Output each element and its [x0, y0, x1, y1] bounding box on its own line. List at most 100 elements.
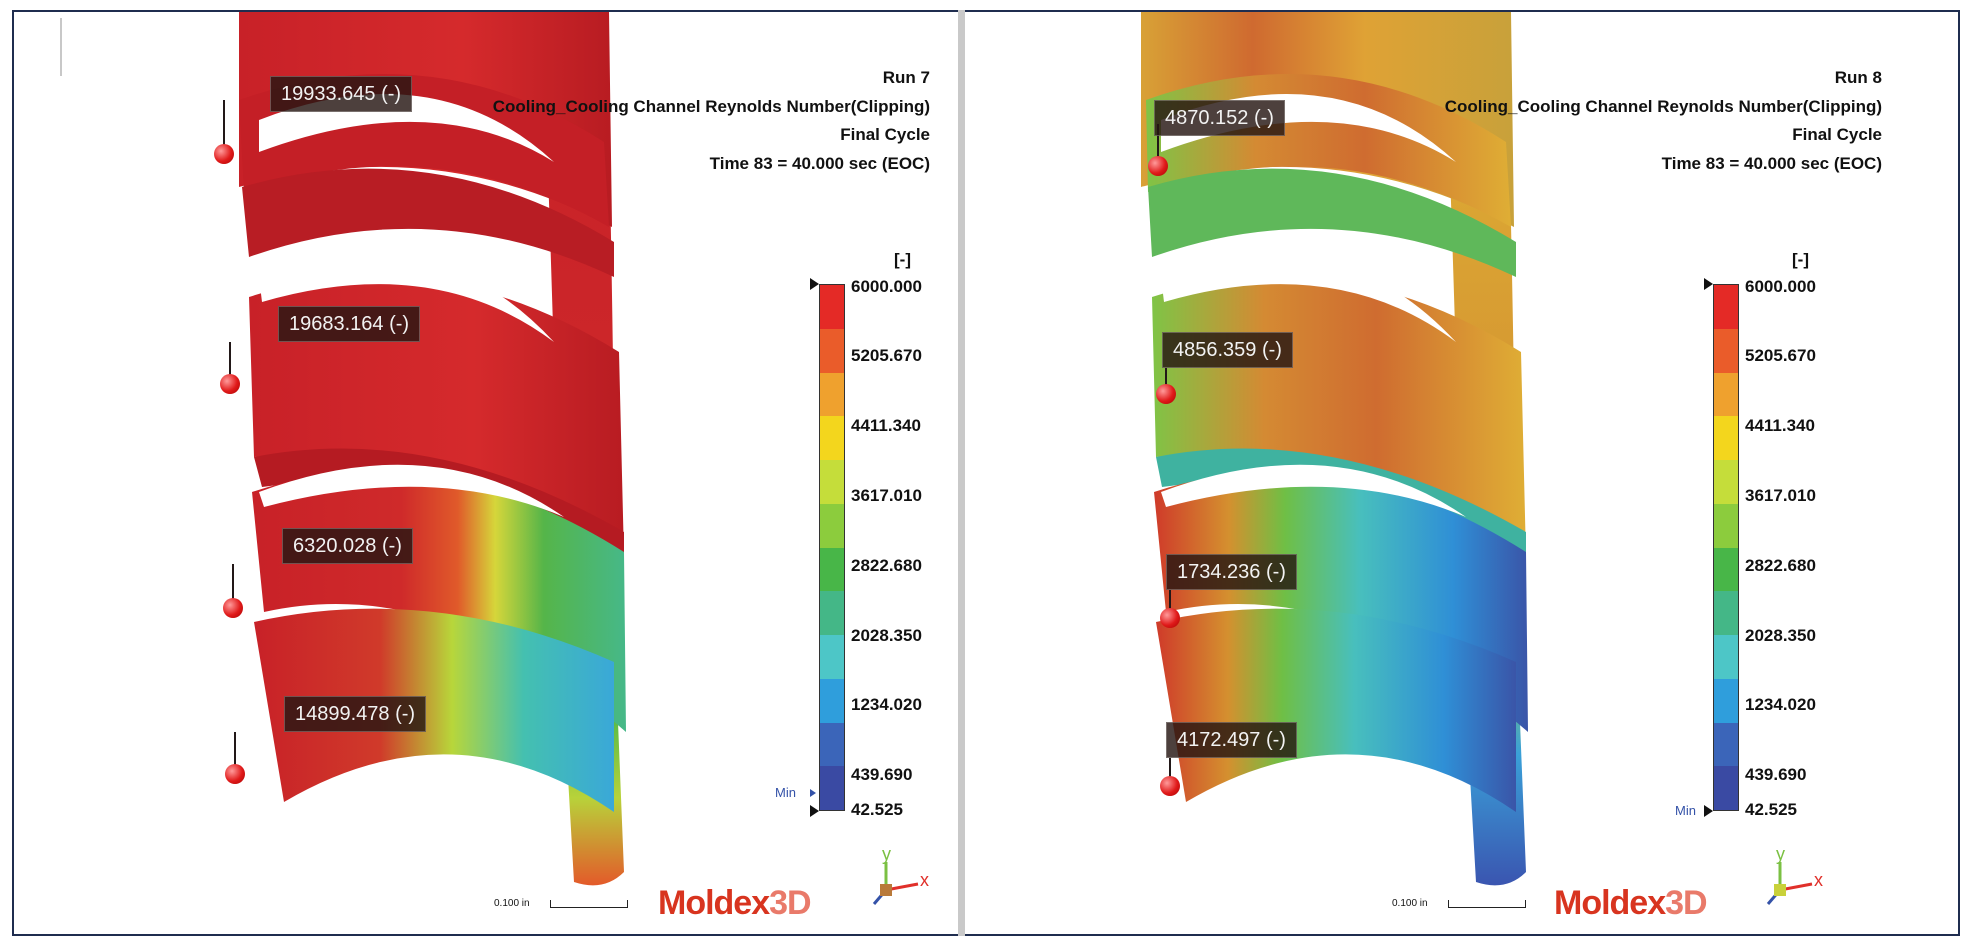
run-title: Run 7 — [882, 68, 930, 87]
probe-leader — [1169, 590, 1171, 618]
probe-leader — [234, 732, 236, 778]
probe-label[interactable]: 4856.359 (-) — [1162, 332, 1293, 368]
legend-min-label: Min — [1675, 803, 1696, 818]
legend-swatch — [1714, 547, 1738, 592]
viewer-frame — [12, 10, 1960, 936]
probe-leader — [232, 564, 234, 612]
legend-tick: 4411.340 — [851, 416, 921, 435]
corner-mark — [60, 18, 62, 76]
probe-point-icon[interactable] — [214, 144, 234, 164]
axis-triad-icon[interactable]: y x — [1760, 848, 1830, 910]
model-render-left[interactable] — [14, 12, 958, 934]
legend-unit: [-] — [894, 250, 911, 269]
probe-label[interactable]: 4870.152 (-) — [1154, 100, 1285, 136]
run-title: Run 8 — [1834, 68, 1882, 87]
min-marker-icon — [810, 805, 819, 817]
legend-tick: 42.525 — [851, 800, 903, 819]
legend-bar — [1713, 284, 1739, 811]
legend-swatch — [1714, 328, 1738, 373]
legend-tick: 2028.350 — [851, 626, 922, 645]
max-marker-icon — [810, 278, 819, 290]
legend-swatch — [1714, 591, 1738, 635]
legend-swatch — [820, 503, 844, 548]
legend-swatch — [820, 722, 844, 767]
legend-swatch — [820, 285, 844, 329]
svg-text:y: y — [1776, 848, 1785, 864]
legend-tick: 2822.680 — [851, 556, 922, 575]
legend-swatch — [1714, 635, 1738, 679]
legend-tick: 4411.340 — [1745, 416, 1815, 435]
result-name: Cooling_Cooling Channel Reynolds Number(… — [1444, 96, 1882, 116]
legend-swatch — [820, 766, 844, 810]
legend-tick: 5205.670 — [1745, 346, 1816, 365]
probe-label[interactable]: 6320.028 (-) — [282, 528, 413, 564]
legend-tick: 1234.020 — [1745, 695, 1816, 714]
svg-text:y: y — [882, 848, 891, 864]
legend-bar — [819, 284, 845, 811]
cycle-label: Final Cycle — [840, 125, 930, 144]
legend-swatch — [1714, 766, 1738, 810]
legend-swatch — [820, 678, 844, 723]
probe-point-icon[interactable] — [220, 374, 240, 394]
legend-tick: 2028.350 — [1745, 626, 1816, 645]
legend-tick: 3617.010 — [1745, 486, 1816, 505]
legend-swatch — [1714, 503, 1738, 548]
result-header: Run 7 Cooling_Cooling Channel Reynolds N… — [493, 64, 930, 178]
probe-leader — [1165, 368, 1167, 394]
legend-swatch — [820, 416, 844, 460]
legend-swatch — [820, 372, 844, 417]
probe-leader — [229, 342, 231, 386]
legend-swatch — [1714, 722, 1738, 767]
min-marker-icon — [1704, 805, 1713, 817]
max-marker-icon — [1704, 278, 1713, 290]
probe-label[interactable]: 14899.478 (-) — [284, 696, 427, 732]
legend-tick: 5205.670 — [851, 346, 922, 365]
panel-divider[interactable] — [958, 10, 965, 936]
probe-leader — [1157, 124, 1159, 168]
scale-bar — [1448, 900, 1526, 908]
result-header: Run 8 Cooling_Cooling Channel Reynolds N… — [1445, 64, 1882, 178]
svg-text:x: x — [1814, 870, 1823, 890]
legend-swatch — [820, 547, 844, 592]
probe-label[interactable]: 1734.236 (-) — [1166, 554, 1297, 590]
legend-tick: 2822.680 — [1745, 556, 1816, 575]
probe-label[interactable]: 4172.497 (-) — [1166, 722, 1297, 758]
min-pointer-icon — [810, 789, 816, 797]
probe-point-icon[interactable] — [1156, 384, 1176, 404]
legend-swatch — [1714, 416, 1738, 460]
probe-label[interactable]: 19933.645 (-) — [270, 76, 413, 112]
legend-min-label: Min — [775, 785, 796, 800]
probe-point-icon[interactable] — [223, 598, 243, 618]
legend-swatch — [1714, 460, 1738, 504]
legend-tick: 6000.000 — [1745, 277, 1816, 296]
legend-tick: 42.525 — [1745, 800, 1797, 819]
legend-tick: 1234.020 — [851, 695, 922, 714]
moldex3d-logo: Moldex3D — [658, 884, 812, 922]
legend-swatch — [820, 460, 844, 504]
probe-leader — [1169, 758, 1171, 786]
legend-swatch — [820, 328, 844, 373]
scale-label: 0.100 in — [494, 898, 530, 909]
axis-triad-icon[interactable]: y x — [866, 848, 936, 910]
scale-label: 0.100 in — [1392, 898, 1428, 909]
probe-point-icon[interactable] — [1148, 156, 1168, 176]
svg-text:x: x — [920, 870, 929, 890]
probe-point-icon[interactable] — [225, 764, 245, 784]
time-label: Time 83 = 40.000 sec (EOC) — [709, 153, 930, 173]
scale-bar — [550, 900, 628, 908]
legend-tick: 6000.000 — [851, 277, 922, 296]
viewport-run-8[interactable]: Run 8 Cooling_Cooling Channel Reynolds N… — [966, 12, 1910, 934]
probe-point-icon[interactable] — [1160, 608, 1180, 628]
probe-label[interactable]: 19683.164 (-) — [278, 306, 421, 342]
legend-tick: 439.690 — [851, 765, 913, 784]
probe-point-icon[interactable] — [1160, 776, 1180, 796]
legend-tick: 439.690 — [1745, 765, 1807, 784]
result-name: Cooling_Cooling Channel Reynolds Number(… — [492, 96, 930, 116]
moldex3d-logo: Moldex3D — [1554, 884, 1708, 922]
legend-swatch — [820, 635, 844, 679]
probe-leader — [223, 100, 225, 154]
viewport-run-7[interactable]: Run 7 Cooling_Cooling Channel Reynolds N… — [14, 12, 958, 934]
cycle-label: Final Cycle — [1792, 125, 1882, 144]
legend-tick: 3617.010 — [851, 486, 922, 505]
legend-swatch — [820, 591, 844, 635]
